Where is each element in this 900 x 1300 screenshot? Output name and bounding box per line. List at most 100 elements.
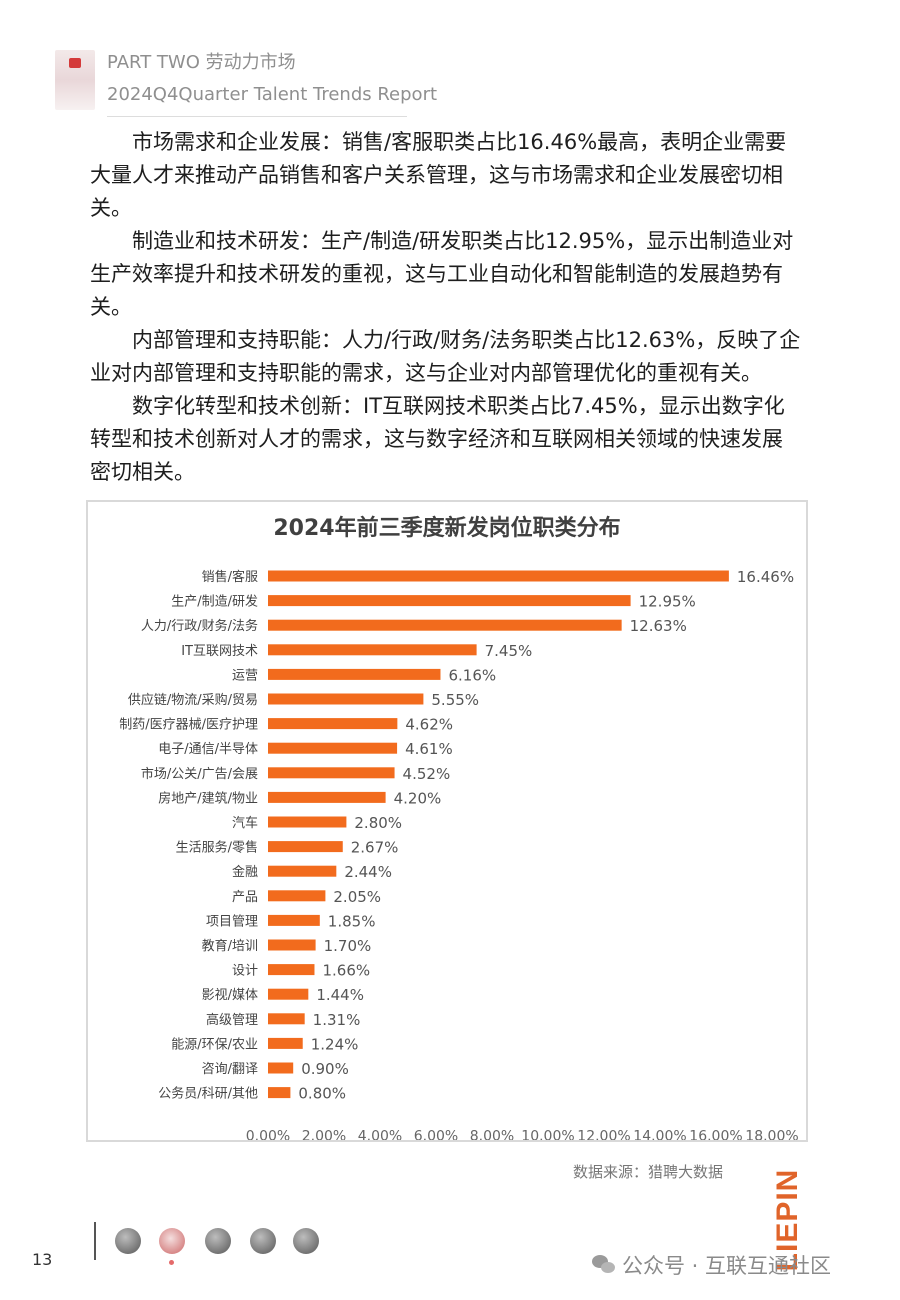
data-label: 1.44% (316, 986, 364, 1004)
bar (268, 890, 326, 902)
bar (268, 939, 316, 951)
nav-section-3[interactable] (205, 1228, 231, 1254)
x-tick-label: 4.00% (358, 1129, 402, 1140)
category-label: 产品 (232, 890, 258, 905)
data-label: 0.90% (301, 1060, 349, 1078)
bar (268, 595, 631, 607)
x-tick-label: 2.00% (302, 1129, 346, 1140)
bar (268, 791, 386, 803)
paragraph: 数字化转型和技术创新：IT互联网技术职类占比7.45%，显示出数字化转型和技术创… (90, 394, 785, 484)
data-label: 4.61% (405, 740, 453, 758)
bar (268, 988, 309, 1000)
data-label: 5.55% (431, 691, 479, 709)
category-label: 运营 (232, 668, 258, 683)
bar (268, 644, 477, 656)
data-label: 0.80% (298, 1085, 346, 1103)
footer-divider (94, 1222, 96, 1260)
bar (268, 668, 441, 680)
category-label: 人力/行政/财务/法务 (141, 618, 258, 634)
data-label: 7.45% (485, 642, 533, 660)
data-label: 1.66% (322, 962, 370, 980)
nav-section-2[interactable] (159, 1228, 185, 1254)
category-label: 能源/环保/农业 (171, 1037, 258, 1052)
bar (268, 1013, 305, 1025)
paragraph: 市场需求和企业发展：销售/客服职类占比16.46%最高，表明企业需要大量人才来推… (90, 130, 787, 220)
data-label: 1.31% (313, 1011, 361, 1029)
bar (268, 841, 343, 853)
bar (268, 816, 347, 828)
wechat-icon (592, 1255, 616, 1275)
category-label: 设计 (232, 964, 258, 979)
bar (268, 619, 622, 631)
x-tick-label: 6.00% (414, 1129, 458, 1140)
bar (268, 742, 398, 754)
category-label: 生产/制造/研发 (171, 594, 258, 610)
header-divider (107, 116, 407, 117)
data-label: 4.20% (394, 789, 442, 807)
category-label: 公务员/科研/其他 (158, 1086, 258, 1102)
bar (268, 1037, 303, 1049)
data-label: 12.63% (630, 617, 687, 635)
chart-title: 2024年前三季度新发岗位职类分布 (273, 516, 621, 541)
data-label: 16.46% (737, 568, 794, 586)
header-thumbnail (55, 50, 95, 110)
data-label: 4.52% (403, 765, 451, 783)
chart-container: 2024年前三季度新发岗位职类分布 销售/客服 16.46% 生产/制造/研发 12.… (86, 500, 808, 1142)
data-label: 4.62% (405, 716, 453, 734)
data-label: 2.05% (333, 888, 381, 906)
bar (268, 718, 398, 730)
bar (268, 914, 320, 926)
data-label: 2.44% (344, 863, 392, 881)
category-label: 咨询/翻译 (202, 1062, 258, 1077)
body-text: 市场需求和企业发展：销售/客服职类占比16.46%最高，表明企业需要大量人才来推… (90, 126, 802, 489)
nav-active-indicator (169, 1260, 174, 1265)
data-label: 1.85% (328, 912, 376, 930)
bar-chart: 销售/客服 16.46% 生产/制造/研发 12.95% 人力/行政/财务/法务 12.6… (119, 568, 798, 1140)
category-label: IT互联网技术 (181, 644, 258, 659)
page-header: PART TWO 劳动力市场 2024Q4Quarter Talent Tren… (55, 44, 475, 117)
category-label: 影视/媒体 (202, 988, 258, 1003)
bar (268, 865, 337, 877)
x-tick-label: 18.00% (745, 1129, 798, 1140)
x-tick-label: 16.00% (689, 1129, 742, 1140)
data-label: 2.80% (354, 814, 402, 832)
bar (268, 1087, 291, 1099)
category-label: 教育/培训 (202, 938, 258, 954)
page-number: 13 (32, 1250, 53, 1269)
x-tick-label: 12.00% (577, 1129, 630, 1140)
category-label: 金融 (232, 864, 258, 880)
watermark: 公众号 · 互联互通社区 (592, 1250, 831, 1280)
data-label: 6.16% (448, 666, 496, 684)
bar (268, 1062, 294, 1074)
nav-section-1[interactable] (115, 1228, 141, 1254)
section-title: PART TWO 劳动力市场 (107, 52, 296, 73)
x-tick-label: 8.00% (470, 1129, 514, 1140)
nav-section-5[interactable] (293, 1228, 319, 1254)
bar (268, 570, 729, 582)
data-label: 2.67% (351, 839, 399, 857)
x-tick-label: 0.00% (246, 1129, 290, 1140)
bar (268, 693, 424, 705)
data-label: 12.95% (639, 593, 696, 611)
category-label: 电子/通信/半导体 (158, 742, 258, 757)
paragraph: 内部管理和支持职能：人力/行政/财务/法务职类占比12.63%，反映了企业对内部… (90, 328, 801, 385)
category-label: 项目管理 (206, 914, 258, 929)
category-label: 制药/医疗器械/医疗护理 (119, 718, 258, 733)
category-label: 生活服务/零售 (176, 840, 258, 856)
data-label: 1.24% (311, 1035, 359, 1053)
paragraph: 制造业和技术研发：生产/制造/研发职类占比12.95%，显示出制造业对生产效率提… (90, 229, 794, 319)
report-title: 2024Q4Quarter Talent Trends Report (107, 84, 438, 105)
x-tick-label: 10.00% (521, 1129, 574, 1140)
category-label: 销售/客服 (202, 569, 258, 585)
x-tick-label: 14.00% (633, 1129, 686, 1140)
data-source: 数据来源：猎聘大数据 (573, 1163, 724, 1181)
bar (268, 767, 395, 779)
category-label: 高级管理 (206, 1012, 258, 1028)
watermark-text: 公众号 · 互联互通社区 (622, 1254, 832, 1278)
data-label: 1.70% (324, 937, 372, 955)
category-label: 汽车 (232, 815, 258, 831)
category-label: 房地产/建筑/物业 (158, 790, 258, 806)
bar (268, 964, 315, 976)
category-label: 供应链/物流/采购/贸易 (128, 692, 258, 708)
nav-section-4[interactable] (250, 1228, 276, 1254)
